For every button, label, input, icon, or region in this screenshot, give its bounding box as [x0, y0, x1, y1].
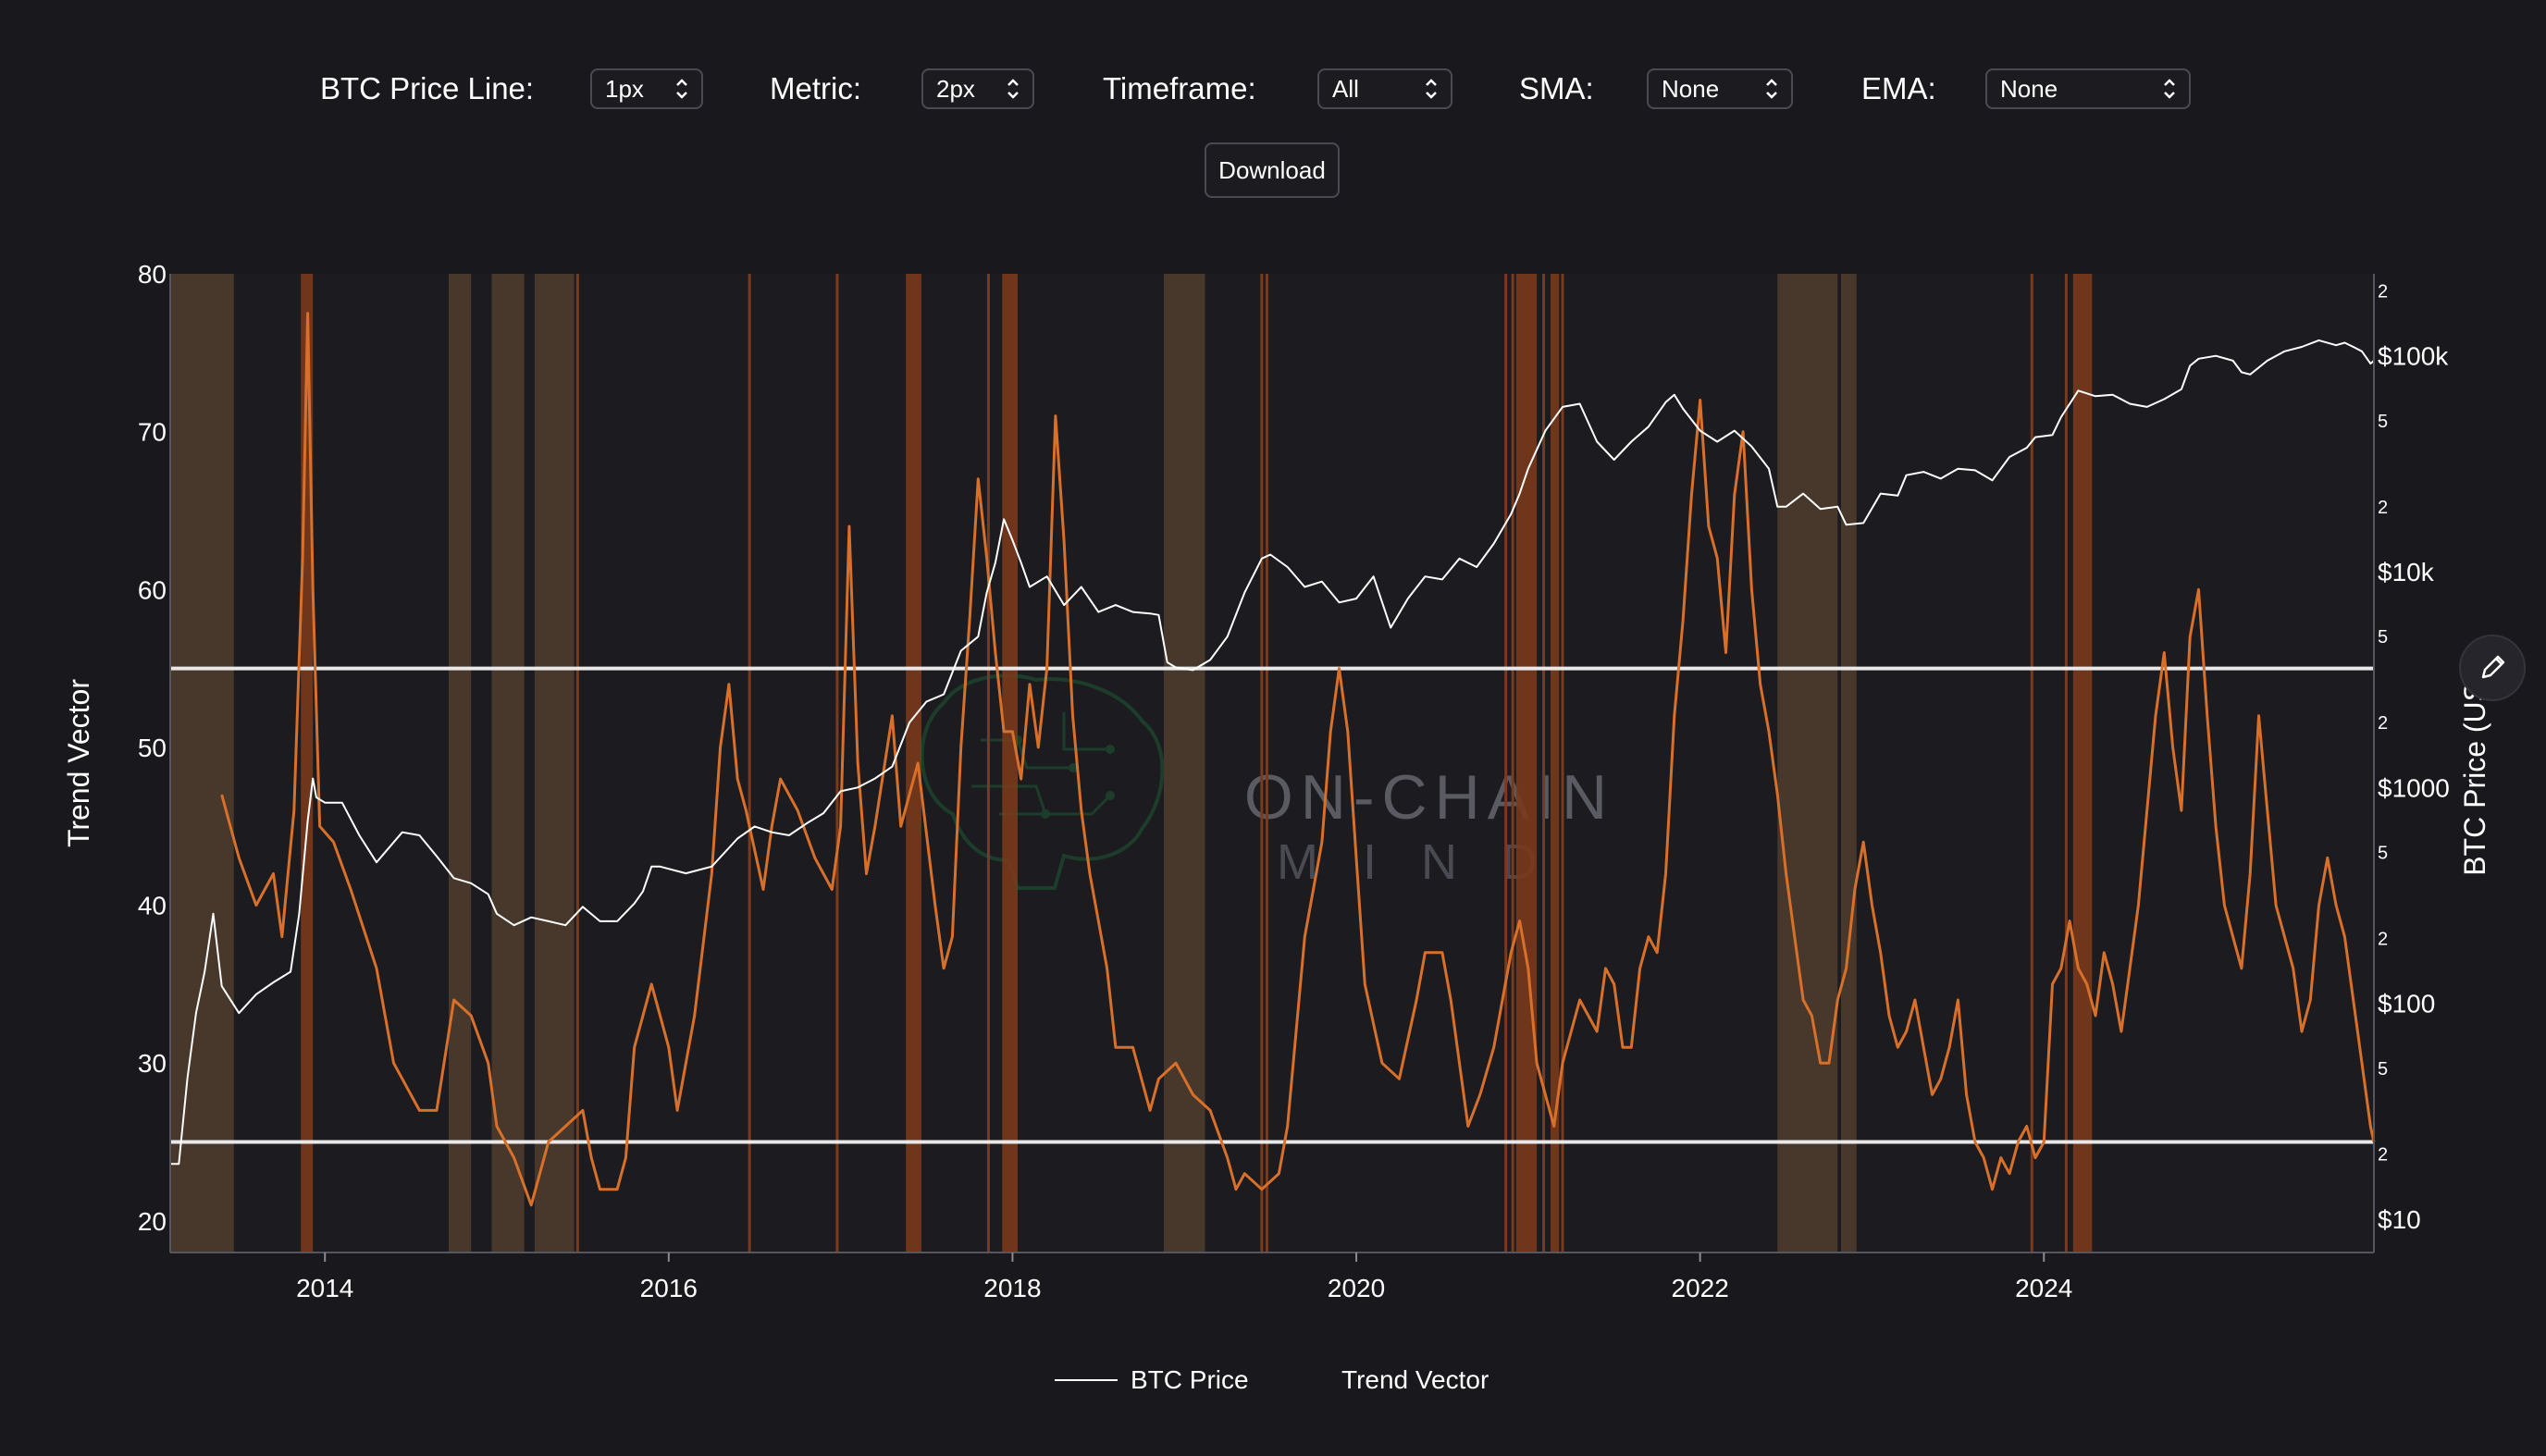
shaded-high-band: [1002, 274, 1019, 1252]
watermark-line1: ON-CHAIN: [1244, 762, 1614, 833]
timeframe-select[interactable]: All: [1317, 68, 1452, 109]
price-line-select[interactable]: 1px: [590, 68, 703, 109]
shaded-low-band: [170, 274, 234, 1252]
y2-tick-label: $100k: [2378, 342, 2449, 371]
y-axis-title: Trend Vector: [62, 679, 95, 847]
legend-item-trend-vector[interactable]: Trend Vector: [1341, 1365, 1489, 1394]
y-tick-label: 40: [138, 892, 167, 920]
watermark-line2: MIND: [1277, 834, 1582, 890]
shaded-low-band: [1163, 274, 1205, 1252]
y-tick-label: 80: [138, 260, 167, 289]
sma-label: SMA:: [1519, 71, 1594, 105]
timeframe-value: All: [1332, 75, 1359, 103]
sma-select[interactable]: None: [1647, 68, 1793, 109]
x-tick-label: 2014: [296, 1274, 353, 1302]
shaded-high-band: [1515, 274, 1538, 1252]
chevron-updown-icon: [2164, 79, 2175, 99]
legend-item-btc-price[interactable]: BTC Price: [1131, 1365, 1249, 1394]
y2-tick-label: 2: [2378, 929, 2388, 949]
metric-select[interactable]: 2px: [921, 68, 1034, 109]
x-tick-label: 2020: [1328, 1274, 1385, 1302]
threshold-lines: [170, 666, 2374, 1144]
chevron-updown-icon: [1766, 79, 1777, 99]
x-tick-label: 2016: [640, 1274, 698, 1302]
y-axis-ticks: 20 30 40 50 60 70 80: [138, 260, 167, 1236]
y-tick-label: 60: [138, 575, 167, 604]
legend-swatch-btc-price: [1055, 1379, 1118, 1381]
y2-tick-label: 2: [2378, 713, 2388, 734]
controls-bar: BTC Price Line: 1px Metric: 2px Timefram…: [0, 67, 2546, 122]
y2-tick-label: $1000: [2378, 773, 2450, 802]
ema-select[interactable]: None: [1985, 68, 2191, 109]
price-line-value: 1px: [605, 75, 644, 103]
download-button[interactable]: Download: [1205, 142, 1340, 198]
watermark: ON-CHAIN MIND: [920, 673, 1614, 890]
metric-label: Metric:: [770, 71, 861, 105]
timeframe-label: Timeframe:: [1103, 71, 1256, 105]
shaded-low-band: [1841, 274, 1857, 1252]
pencil-icon: [2481, 655, 2505, 679]
btc-price-line: [170, 339, 2375, 1166]
edit-button[interactable]: [2459, 635, 2526, 701]
y2-tick-label: 5: [2378, 1059, 2388, 1080]
y2-tick-label: $10: [2378, 1205, 2421, 1234]
metric-value: 2px: [936, 75, 975, 103]
x-tick-label: 2024: [2015, 1274, 2072, 1302]
x-axis-ticks: 2014 2016 2018 2020 2022 2024: [296, 1252, 2072, 1302]
y2-tick-label: 2: [2378, 1145, 2388, 1166]
shaded-low-band: [1777, 274, 1838, 1252]
y2-tick-label: $100: [2378, 990, 2435, 1018]
chevron-updown-icon: [676, 79, 687, 99]
trend-vector-line: [220, 312, 2376, 1207]
thin-marker-lines: [575, 274, 2068, 1252]
ema-label: EMA:: [1861, 71, 1936, 105]
shaded-low-bands: [170, 274, 1857, 1252]
y-tick-label: 50: [138, 734, 167, 762]
y2-tick-label: 2: [2378, 281, 2388, 302]
shaded-low-band: [534, 274, 575, 1252]
legend: BTC Price Trend Vector: [0, 1360, 2546, 1400]
y2-tick-label: $10k: [2378, 558, 2435, 586]
sma-value: None: [1662, 75, 1720, 103]
chevron-updown-icon: [1426, 79, 1437, 99]
chevron-updown-icon: [1007, 79, 1019, 99]
y-tick-label: 30: [138, 1049, 167, 1078]
series-lines: [170, 312, 2376, 1207]
y2-tick-label: 2: [2378, 498, 2388, 518]
shaded-low-band: [449, 274, 472, 1252]
shaded-high-band: [906, 274, 921, 1252]
y2-axis-ticks: $10 2 5 $100 2 5 $1000 2 5 $10k 2 5 $100k 2: [2378, 281, 2450, 1233]
y2-tick-label: 5: [2378, 412, 2388, 432]
shaded-low-band: [491, 274, 525, 1252]
shaded-high-band: [1551, 274, 1560, 1252]
y-tick-label: 70: [138, 418, 167, 447]
y2-tick-label: 5: [2378, 844, 2388, 864]
x-tick-label: 2022: [1672, 1274, 1729, 1302]
price-line-label: BTC Price Line:: [320, 71, 535, 105]
shaded-high-band: [2072, 274, 2093, 1252]
ema-value: None: [2000, 75, 2058, 103]
y2-tick-label: 5: [2378, 627, 2388, 648]
y-tick-label: 20: [138, 1207, 167, 1236]
x-tick-label: 2018: [983, 1274, 1041, 1302]
